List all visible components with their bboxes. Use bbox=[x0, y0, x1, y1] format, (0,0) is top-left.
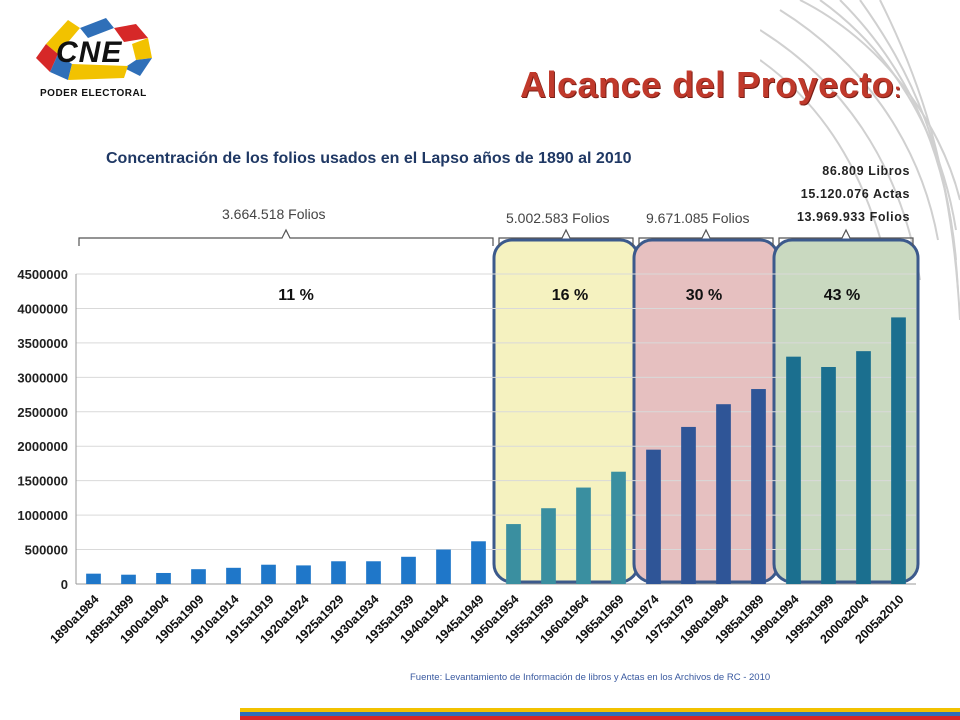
bar-1970a1974 bbox=[646, 449, 661, 584]
logo-text: CNE bbox=[56, 36, 123, 69]
period4-folios-label: 13.969.933 Folios bbox=[796, 210, 910, 224]
period3-folios-label: 9.671.085 Folios bbox=[646, 210, 750, 226]
bar-1935a1939 bbox=[401, 556, 416, 584]
slide-title: Alcance del Proyecto: bbox=[520, 64, 901, 106]
bar-1965a1969 bbox=[611, 471, 626, 584]
fingerprint-decoration bbox=[760, 0, 960, 331]
y-tick-label: 2000000 bbox=[17, 439, 68, 454]
bar-1950a1954 bbox=[506, 524, 521, 584]
cne-logo: CNE PODER ELECTORAL bbox=[28, 14, 168, 106]
bar-1920a1924 bbox=[296, 565, 311, 584]
bar-1995a1999 bbox=[821, 367, 836, 584]
bar-1925a1929 bbox=[331, 561, 346, 584]
source-footer: Fuente: Levantamiento de Información de … bbox=[410, 672, 771, 683]
pct-period3: 30 % bbox=[686, 287, 722, 304]
brace-period2 bbox=[498, 228, 634, 246]
brace-period3 bbox=[638, 228, 774, 246]
y-tick-label: 0 bbox=[61, 577, 68, 592]
bar-1955a1959 bbox=[541, 508, 556, 584]
chart-title: Concentración de los folios usados en el… bbox=[106, 150, 632, 167]
bar-1990a1994 bbox=[786, 356, 801, 584]
period1-folios-label: 3.664.518 Folios bbox=[222, 206, 326, 222]
bar-1960a1964 bbox=[576, 487, 591, 584]
slide-title-text: Alcance del Proyecto bbox=[520, 64, 895, 105]
logo-mark-icon bbox=[36, 18, 152, 100]
period4-actas-label: 15.120.076 Actas bbox=[800, 187, 910, 201]
bar-1975a1979 bbox=[681, 426, 696, 584]
bar-1945a1949 bbox=[471, 541, 486, 584]
y-tick-label: 4500000 bbox=[17, 267, 68, 282]
bar-1910a1914 bbox=[226, 567, 241, 584]
pct-period2: 16 % bbox=[552, 287, 588, 304]
y-tick-label: 3000000 bbox=[17, 370, 68, 385]
pct-period4: 43 % bbox=[824, 287, 860, 304]
y-tick-label: 3500000 bbox=[17, 336, 68, 351]
pct-period1: 11 % bbox=[278, 287, 314, 304]
y-tick-label: 500000 bbox=[25, 543, 68, 558]
bar-1900a1904 bbox=[156, 572, 171, 584]
period2-folios-label: 5.002.583 Folios bbox=[506, 210, 610, 226]
logo-subtext: PODER ELECTORAL bbox=[40, 88, 147, 99]
bar-1895a1899 bbox=[121, 574, 136, 584]
bottom-stripe bbox=[240, 708, 960, 720]
period4-summary: 86.809 Libros 15.120.076 Actas 13.969.93… bbox=[797, 160, 910, 229]
bar-1985a1989 bbox=[751, 389, 766, 584]
bar-1980a1984 bbox=[716, 404, 731, 584]
y-tick-label: 1500000 bbox=[17, 474, 68, 489]
bar-2005a2010 bbox=[891, 317, 906, 584]
y-tick-label: 1000000 bbox=[17, 508, 68, 523]
y-tick-label: 4000000 bbox=[17, 301, 68, 316]
bar-1940a1944 bbox=[436, 549, 451, 584]
y-tick-label: 2500000 bbox=[17, 405, 68, 420]
slide-title-colon: : bbox=[894, 80, 902, 102]
period4-libros-label: 86.809 Libros bbox=[822, 164, 910, 178]
bar-1915a1919 bbox=[261, 564, 276, 584]
bar-1905a1909 bbox=[191, 569, 206, 584]
brace-period4 bbox=[778, 228, 914, 246]
bar-2000a2004 bbox=[856, 351, 871, 584]
panel-1990-2010 bbox=[772, 238, 920, 584]
brace-period1 bbox=[78, 228, 494, 246]
bar-1930a1934 bbox=[366, 561, 381, 584]
bar-1890a1984 bbox=[86, 573, 101, 584]
